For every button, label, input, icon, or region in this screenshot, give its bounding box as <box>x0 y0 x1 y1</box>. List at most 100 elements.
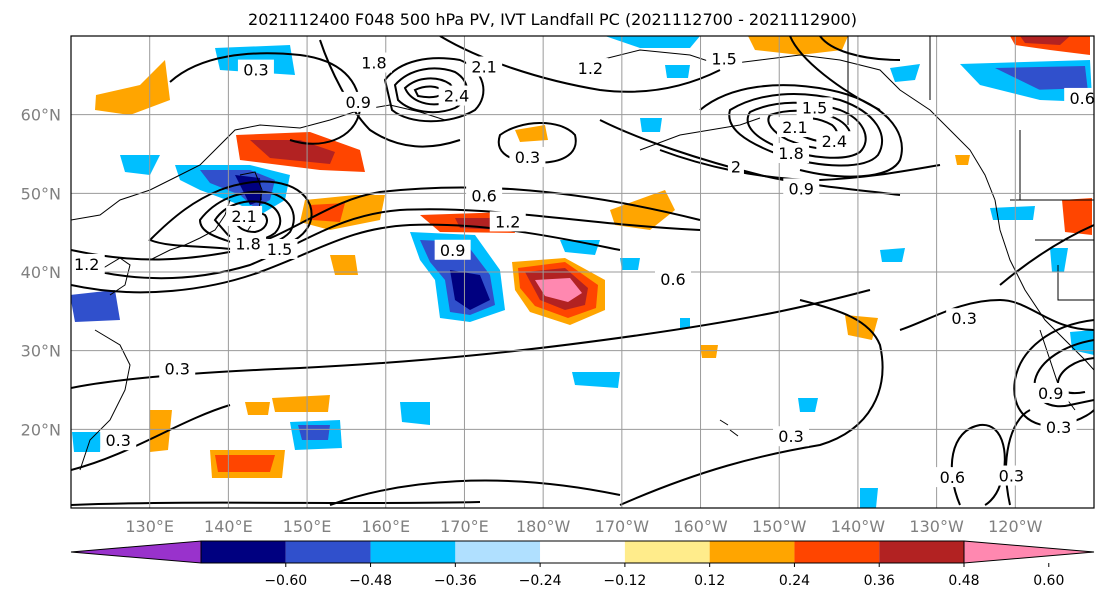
longitude-tick-label: 150°E <box>283 517 332 536</box>
colorbar-tick-label: 0.24 <box>779 573 810 589</box>
contour-label: 0.3 <box>773 426 810 447</box>
latitude-tick-label: 40°N <box>21 263 61 282</box>
coastlines <box>71 36 1094 471</box>
contour-label: 2.1 <box>226 205 263 226</box>
longitude-tick-label: 170°W <box>595 517 650 536</box>
svg-text:0.9: 0.9 <box>346 93 371 112</box>
contour-label: 2.1 <box>776 117 813 138</box>
contour-label: 0.6 <box>466 185 503 206</box>
latitude-tick-label: 20°N <box>21 420 61 439</box>
svg-text:1.2: 1.2 <box>578 59 603 78</box>
svg-text:0.6: 0.6 <box>940 468 965 487</box>
contour-label: 0.3 <box>509 146 546 167</box>
svg-text:1.8: 1.8 <box>235 234 260 253</box>
colorbar-swatch <box>624 541 710 563</box>
contour-label: 0.9 <box>783 178 820 199</box>
colorbar-swatch <box>794 541 880 563</box>
svg-text:1.5: 1.5 <box>711 50 736 69</box>
gridlines <box>71 36 1094 508</box>
svg-text:2.1: 2.1 <box>471 57 496 76</box>
contour-label: 1.5 <box>261 238 298 259</box>
colorbar-swatch <box>879 541 964 563</box>
svg-text:0.6: 0.6 <box>660 270 685 289</box>
svg-text:1.8: 1.8 <box>778 144 803 163</box>
colorbar-swatch <box>455 541 541 563</box>
svg-text:0.3: 0.3 <box>1046 418 1071 437</box>
svg-text:0.9: 0.9 <box>440 241 465 260</box>
longitude-tick-label: 140°E <box>204 517 253 536</box>
longitude-tick-label: 140°W <box>831 517 886 536</box>
contour-label: 2.4 <box>816 131 853 152</box>
latitude-tick-label: 50°N <box>21 184 61 203</box>
svg-text:0.6: 0.6 <box>1069 89 1094 108</box>
svg-text:2.4: 2.4 <box>444 87 469 106</box>
svg-text:2.4: 2.4 <box>822 132 847 151</box>
latitude-labels: 20°N 30°N 40°N 50°N 60°N <box>21 106 61 440</box>
svg-text:0.3: 0.3 <box>105 431 130 450</box>
svg-text:0.3: 0.3 <box>951 309 976 328</box>
contour-label: 1.5 <box>706 48 743 69</box>
latitude-tick-label: 60°N <box>21 106 61 125</box>
contour-label: 2.1 <box>466 56 503 77</box>
contour-label: 1.2 <box>572 58 609 79</box>
contour-label: 0.9 <box>340 91 377 112</box>
colorbar-tick-label: 0.60 <box>1033 573 1064 589</box>
svg-text:0.3: 0.3 <box>778 427 803 446</box>
svg-text:0.3: 0.3 <box>515 148 540 167</box>
contour-label: 0.6 <box>654 268 691 289</box>
svg-text:2: 2 <box>731 157 741 176</box>
contour-label: 0.3 <box>993 465 1030 486</box>
contour-label: 1.2 <box>68 253 105 274</box>
svg-text:2.1: 2.1 <box>782 118 807 137</box>
colorbar-extend-low <box>70 540 202 564</box>
svg-text:0.3: 0.3 <box>243 61 268 80</box>
longitude-tick-label: 160°W <box>673 517 728 536</box>
svg-text:1.8: 1.8 <box>361 54 386 73</box>
contour-label: 1.8 <box>355 52 392 73</box>
contour-label: 1.8 <box>230 233 267 254</box>
svg-text:1.2: 1.2 <box>495 212 520 231</box>
map-frame <box>70 35 1095 509</box>
svg-text:0.3: 0.3 <box>999 467 1024 486</box>
colorbar: −0.60 −0.48 −0.36 −0.24 −0.12 0.12 0.24 0.36 0.4… <box>70 540 1095 589</box>
colorbar-swatch <box>285 541 371 563</box>
contour-label: 0.3 <box>1040 416 1077 437</box>
svg-text:1.2: 1.2 <box>74 255 99 274</box>
longitude-tick-label: 150°W <box>752 517 807 536</box>
longitude-tick-label: 120°W <box>988 517 1043 536</box>
svg-text:0.9: 0.9 <box>789 179 814 198</box>
contour-label: 1.2 <box>489 211 526 232</box>
svg-text:1.5: 1.5 <box>802 98 827 117</box>
svg-text:1.5: 1.5 <box>267 240 292 259</box>
colorbar-tick-label: 0.12 <box>694 573 725 589</box>
contour-label: 1.5 <box>796 97 833 118</box>
longitude-tick-label: 180°W <box>516 517 571 536</box>
contour-label: 0.6 <box>1064 87 1101 108</box>
contour-label: 2 <box>727 156 744 177</box>
colorbar-tick-label: 0.48 <box>948 573 979 589</box>
colorbar-tick-label: −0.60 <box>264 573 307 589</box>
longitude-tick-label: 130°W <box>909 517 964 536</box>
colorbar-tick-label: −0.36 <box>434 573 477 589</box>
contour-label: 0.9 <box>434 239 471 260</box>
colorbar-swatch <box>540 541 625 563</box>
svg-text:2.1: 2.1 <box>231 207 256 226</box>
colorbar-tick-label: 0.36 <box>864 573 895 589</box>
colorbar-tick-label: −0.24 <box>519 573 562 589</box>
colorbar-swatch <box>370 541 456 563</box>
contour-label: 0.3 <box>237 59 274 80</box>
longitude-tick-label: 170°E <box>440 517 489 536</box>
contour-label: 0.3 <box>946 308 983 329</box>
colorbar-tick-label: −0.12 <box>603 573 646 589</box>
svg-text:0.3: 0.3 <box>165 360 190 379</box>
svg-text:0.6: 0.6 <box>471 186 496 205</box>
colorbar-tick-label: −0.48 <box>349 573 392 589</box>
colorbar-extend-high <box>963 540 1095 564</box>
contour-label: 2.4 <box>438 85 475 106</box>
longitude-labels: 130°E 140°E 150°E 160°E 170°E 180°W 170°W 160°W… <box>125 517 1042 536</box>
contour-labels: 0.3 1.80.92.12.41.20.31.51.52.12.41.820.9… <box>68 48 1101 488</box>
colorbar-swatch <box>201 541 286 563</box>
contour-label: 0.9 <box>1032 382 1069 403</box>
latitude-tick-label: 30°N <box>21 342 61 361</box>
